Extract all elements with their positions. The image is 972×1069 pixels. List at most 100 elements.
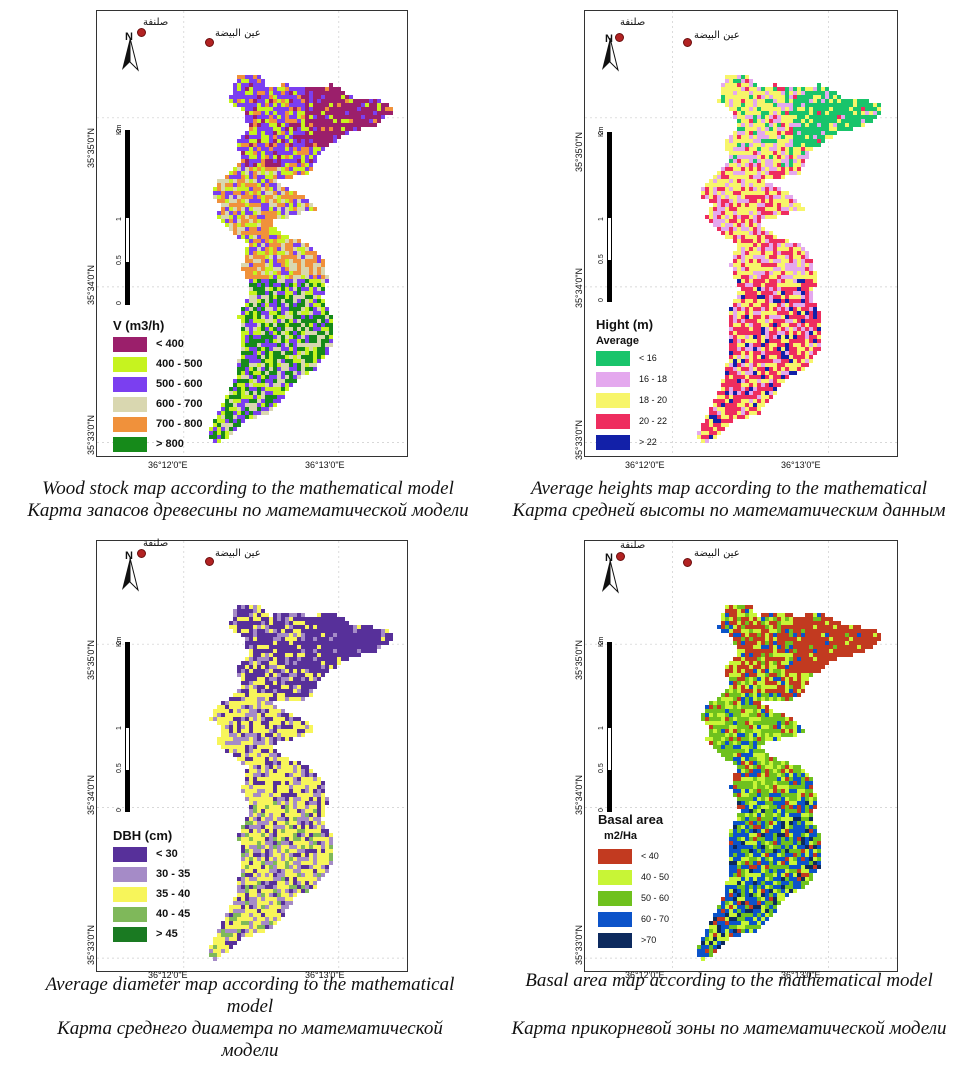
scale-bar-white [608,218,611,260]
legend-item: 50 - 60 [598,890,669,906]
legend-item: 20 - 22 [596,413,667,429]
legend-item: 60 - 70 [598,911,669,927]
raster-cells [209,605,393,961]
legend-swatch [596,371,630,387]
y-label-2: 35°34'0"N [86,264,96,305]
legend-subtitle: Average [596,335,640,347]
scale-bar [607,642,612,812]
legend-label: < 16 [639,353,657,363]
town-marker-b [205,557,214,566]
legend-item: 40 - 45 [113,906,190,922]
x-label-1: 36°12'0"E [625,460,665,470]
legend-swatch [113,396,147,412]
north-letter: N [125,550,133,562]
legend-swatch [113,846,147,862]
scale-bar [125,642,130,812]
legend-swatch [113,356,147,372]
legend-swatch [596,350,630,366]
map-frame [96,540,408,972]
town-marker-b [683,558,692,567]
town-marker-b [683,38,692,47]
legend-label: 60 - 70 [641,914,670,924]
legend-swatch [113,906,147,922]
scale-tick-0: 0 [598,298,605,302]
town-marker-a [137,28,146,37]
scale-tick-2: 2 [598,131,605,135]
legend-item: > 22 [596,434,657,450]
map-panel-average-height: صلنفة عين البيضة N Km 2 1 0.5 0 35°35'0"… [486,0,972,528]
x-label-1: 36°12'0"E [625,970,665,980]
caption-ru: Карта средней высоты по математическим д… [512,500,946,521]
scale-bar-white [126,218,129,262]
caption-en: Basal area map according to the mathemat… [525,970,933,991]
town-marker-a [616,552,625,561]
legend-label: 400 - 500 [156,358,203,370]
legend-title: DBH (cm) [113,828,173,843]
x-label-1: 36°12'0"E [148,970,188,980]
legend-label: 40 - 50 [641,872,670,882]
forest-map [97,541,407,971]
legend-item: 400 - 500 [113,356,202,372]
x-label-2: 36°13'0"E [305,460,345,470]
y-label-3: 35°33'0"N [574,924,584,965]
scale-tick-1: 1 [116,726,123,730]
legend-item: 16 - 18 [596,371,667,387]
legend-swatch [113,336,147,352]
legend-swatch [596,392,630,408]
legend-swatch [113,926,147,942]
y-label-1: 35°35'0"N [574,639,584,680]
legend-title: Hight (m) [596,317,654,332]
town-marker-a [615,33,624,42]
map-panel-average-diameter: صلنفة عين البيضة N Km 2 1 0.5 0 35°35'0"… [0,530,486,1069]
raster-cells [697,75,881,443]
legend-label: 35 - 40 [156,888,191,900]
scale-bar [607,132,612,302]
caption-ru: Карта среднего диаметра по математическо… [57,1018,443,1061]
legend-subtitle: m2/Ha [604,830,638,842]
north-arrow-icon [602,559,619,594]
legend-swatch [113,886,147,902]
x-label-1: 36°12'0"E [148,460,188,470]
scale-tick-2: 2 [116,641,123,645]
map-frame [584,540,898,972]
town-label-a: صلنفة [143,538,169,549]
scale-tick-1: 1 [598,217,605,221]
legend-item: >70 [598,932,656,948]
forest-map [585,11,897,456]
scale-bar-white [608,728,611,770]
legend-swatch [598,932,632,948]
town-label-b: عين البيضة [215,548,261,559]
legend-item: < 30 [113,846,178,862]
scale-tick-1: 1 [116,217,123,221]
legend-label: 700 - 800 [156,418,203,430]
scale-tick-0: 0 [116,808,123,812]
legend-swatch [596,413,630,429]
y-label-2: 35°34'0"N [86,774,96,815]
legend-item: > 800 [113,436,184,452]
north-letter: N [605,33,613,45]
legend-swatch [113,866,147,882]
scale-tick-1: 1 [598,726,605,730]
scale-bar-white [126,728,129,770]
legend-item: 600 - 700 [113,396,202,412]
legend-label: 30 - 35 [156,868,191,880]
legend-item: 700 - 800 [113,416,202,432]
legend-label: 500 - 600 [156,378,203,390]
forest-map [97,11,407,456]
scale-tick-05: 0.5 [116,763,123,773]
legend-label: >70 [641,935,657,945]
map-panel-basal-area: صلنفة عين البيضة N Km 2 1 0.5 0 35°35'0"… [486,530,972,1069]
legend-label: < 40 [641,851,659,861]
legend-item: 35 - 40 [113,886,190,902]
legend-label: > 22 [639,437,657,447]
y-label-1: 35°35'0"N [574,131,584,172]
y-label-2: 35°34'0"N [574,267,584,308]
north-letter: N [125,31,133,43]
y-label-3: 35°33'0"N [574,419,584,460]
legend-title: V (m3/h) [113,318,165,333]
legend-title: Basal area [598,812,664,827]
legend-label: < 400 [156,338,184,350]
legend-label: > 45 [156,928,178,940]
scale-tick-2: 2 [116,129,123,133]
scale-tick-05: 0.5 [598,254,605,264]
